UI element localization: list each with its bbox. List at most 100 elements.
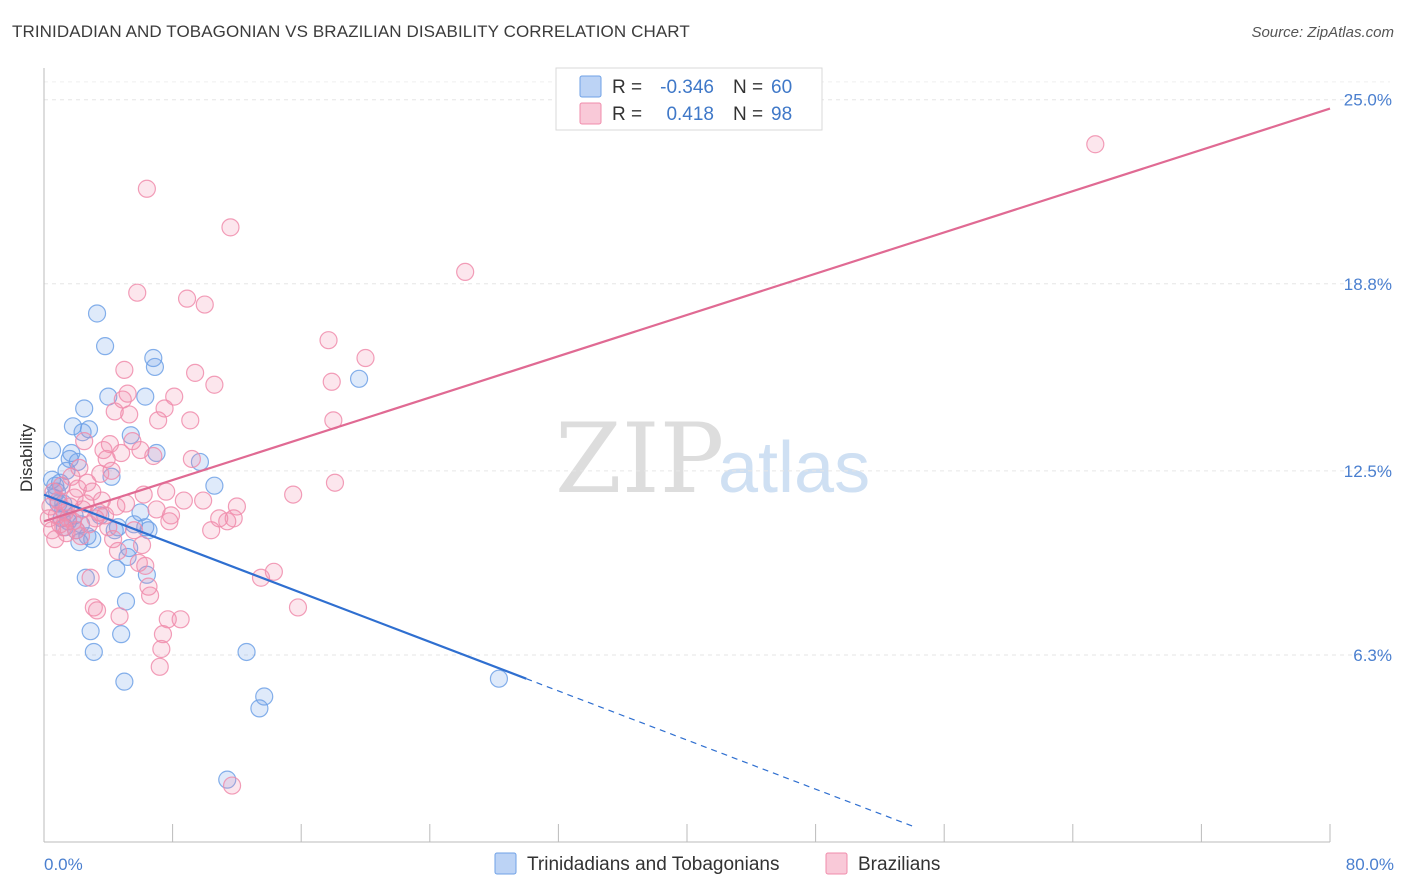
point-trinidadian xyxy=(42,440,62,460)
y-tick-label: 12.5% xyxy=(1344,462,1392,481)
trend-line-trinidadian xyxy=(43,493,527,680)
point-brazilian xyxy=(144,446,163,466)
point-brazilian xyxy=(157,482,176,501)
data-points xyxy=(39,135,1105,795)
point-brazilian xyxy=(325,473,345,492)
y-tick-label: 18.8% xyxy=(1344,275,1392,294)
point-brazilian xyxy=(87,601,107,620)
point-brazilian xyxy=(84,598,103,617)
point-brazilian xyxy=(284,485,303,504)
point-brazilian xyxy=(194,491,213,510)
bottom-legend-swatch-blue xyxy=(494,852,517,875)
point-trinidadian xyxy=(62,443,81,463)
bottom-legend-swatch-pink xyxy=(825,852,848,875)
point-brazilian xyxy=(1086,135,1105,154)
point-brazilian xyxy=(102,461,121,480)
point-trinidadian xyxy=(95,337,115,356)
point-brazilian xyxy=(174,491,193,510)
point-brazilian xyxy=(221,218,240,237)
point-brazilian xyxy=(224,509,243,528)
point-brazilian xyxy=(171,610,190,629)
point-brazilian xyxy=(108,541,128,561)
point-brazilian xyxy=(78,473,97,492)
point-brazilian xyxy=(81,568,100,587)
series-legend: Trinidadians and Tobagonians Brazilians xyxy=(494,852,940,875)
point-trinidadian xyxy=(107,559,126,578)
watermark-zip: ZIP xyxy=(555,403,724,515)
point-trinidadian xyxy=(87,304,107,323)
point-brazilian xyxy=(181,411,200,430)
point-trinidadian xyxy=(76,568,95,587)
point-trinidadian xyxy=(145,357,165,377)
point-brazilian xyxy=(195,295,214,314)
gridlines xyxy=(44,81,1390,656)
point-trinidadian xyxy=(205,476,224,495)
point-brazilian xyxy=(120,405,139,424)
stats-legend: R = -0.346 N = 60 R = 0.418 N = 98 xyxy=(555,67,823,131)
legend-r-value-1: -0.346 xyxy=(660,77,714,98)
point-trinidadian xyxy=(255,687,274,706)
y-tick-label: 6.3% xyxy=(1353,646,1392,665)
point-trinidadian xyxy=(115,672,134,691)
point-trinidadian xyxy=(218,770,237,789)
point-brazilian xyxy=(70,458,89,477)
point-trinidadian xyxy=(81,622,100,641)
legend-r-label-1: R = xyxy=(612,77,642,98)
trend-lines xyxy=(43,107,1331,827)
legend-swatch-pink xyxy=(579,102,602,125)
point-brazilian xyxy=(165,387,184,406)
point-brazilian xyxy=(322,372,341,391)
point-trinidadian xyxy=(102,467,121,486)
point-brazilian xyxy=(288,598,308,617)
point-brazilian xyxy=(177,289,197,308)
chart-title: TRINIDADIAN AND TOBAGONIAN VS BRAZILIAN … xyxy=(12,22,690,41)
point-brazilian xyxy=(152,639,171,659)
point-brazilian xyxy=(115,360,134,379)
bottom-legend-label-2: Brazilians xyxy=(858,854,940,875)
point-trinidadian xyxy=(237,642,256,662)
tick-labels: 6.3% 12.5% 18.8% 25.0% 0.0% 80.0% xyxy=(44,91,1394,874)
point-trinidadian xyxy=(136,387,155,406)
legend-swatch-blue xyxy=(579,75,602,98)
point-brazilian xyxy=(128,283,147,302)
point-brazilian xyxy=(222,776,242,795)
point-brazilian xyxy=(264,562,283,581)
x-tick-label-min: 0.0% xyxy=(44,855,83,874)
point-trinidadian xyxy=(79,420,99,439)
x-tick-label-max: 80.0% xyxy=(1346,855,1394,874)
point-brazilian xyxy=(456,262,475,282)
legend-n-label-2: N = xyxy=(733,104,763,125)
point-brazilian xyxy=(132,535,152,555)
point-brazilian xyxy=(155,399,174,418)
legend-n-value-2: 98 xyxy=(771,104,792,125)
point-brazilian xyxy=(140,586,160,605)
point-brazilian xyxy=(124,521,144,540)
trend-line-brazilian xyxy=(43,107,1331,523)
point-brazilian xyxy=(68,479,87,498)
point-trinidadian xyxy=(75,399,94,418)
point-brazilian xyxy=(182,449,201,469)
legend-r-label-2: R = xyxy=(612,104,642,125)
point-brazilian xyxy=(112,443,131,463)
bottom-legend-label-1: Trinidadians and Tobagonians xyxy=(527,854,779,875)
watermark-atlas: atlas xyxy=(718,428,870,508)
axes xyxy=(43,68,1331,843)
point-brazilian xyxy=(75,432,94,451)
y-axis-label: Disability xyxy=(17,423,36,492)
point-trinidadian xyxy=(84,642,103,662)
point-brazilian xyxy=(205,375,224,394)
point-trinidadian xyxy=(112,625,131,644)
point-brazilian xyxy=(136,556,155,575)
legend-r-value-2: 0.418 xyxy=(666,104,714,125)
point-brazilian xyxy=(319,331,338,350)
point-trinidadian xyxy=(349,369,369,388)
point-brazilian xyxy=(186,363,205,382)
legend-n-value-1: 60 xyxy=(771,77,792,98)
point-trinidadian xyxy=(250,699,269,718)
point-trinidadian xyxy=(83,530,102,549)
point-brazilian xyxy=(356,348,375,368)
point-brazilian xyxy=(118,384,137,403)
point-brazilian xyxy=(104,530,123,549)
point-trinidadian xyxy=(489,669,509,688)
